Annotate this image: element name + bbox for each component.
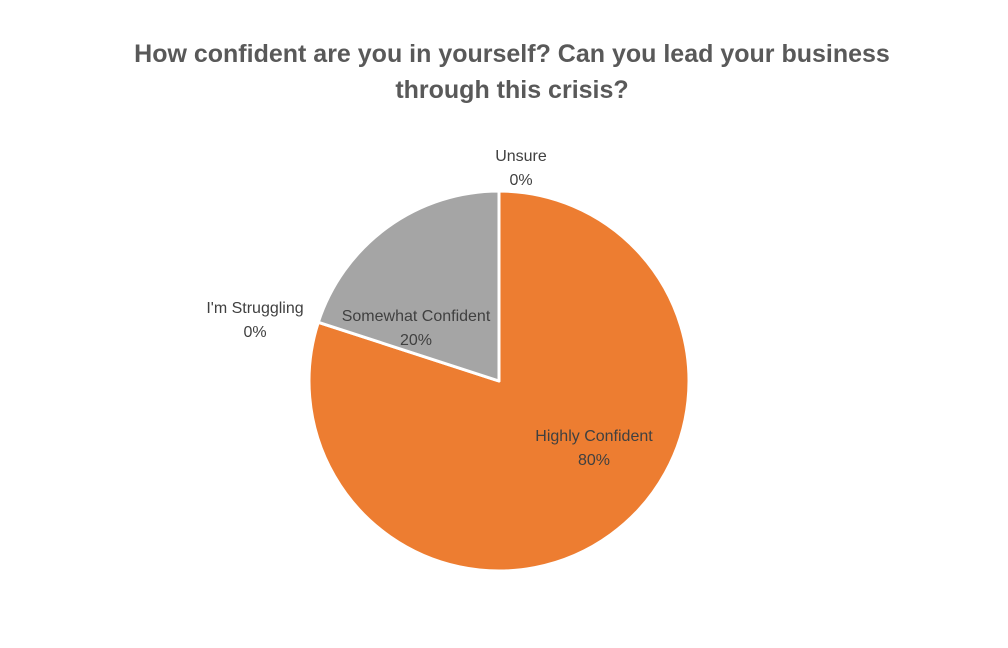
chart-title-line-2: through this crisis? bbox=[395, 76, 629, 104]
pie-slice-highly-confident bbox=[307, 189, 691, 573]
data-label-unsure: Unsure 0% bbox=[495, 148, 547, 189]
data-label-i-m-struggling: I'm Struggling 0% bbox=[206, 300, 303, 341]
data-label-category-i-m-struggling: I'm Struggling bbox=[206, 300, 303, 317]
data-label-category-unsure: Unsure bbox=[495, 148, 547, 165]
data-label-category-somewhat-confident: Somewhat Confident bbox=[342, 308, 491, 325]
pie-slice-somewhat-confident bbox=[316, 189, 501, 383]
data-label-value-somewhat-confident: 20% bbox=[400, 332, 432, 349]
data-label-somewhat-confident: Somewhat Confident 20% bbox=[342, 308, 491, 349]
data-label-value-unsure: 0% bbox=[509, 172, 532, 189]
data-label-category-highly-confident: Highly Confident bbox=[535, 428, 653, 445]
data-label-value-highly-confident: 80% bbox=[578, 452, 610, 469]
chart-title-line-1: How confident are you in yourself? Can y… bbox=[134, 40, 890, 68]
chart-title: How confident are you in yourself? Can y… bbox=[0, 36, 1008, 108]
data-label-value-i-m-struggling: 0% bbox=[243, 324, 266, 341]
data-label-highly-confident: Highly Confident 80% bbox=[535, 428, 653, 469]
